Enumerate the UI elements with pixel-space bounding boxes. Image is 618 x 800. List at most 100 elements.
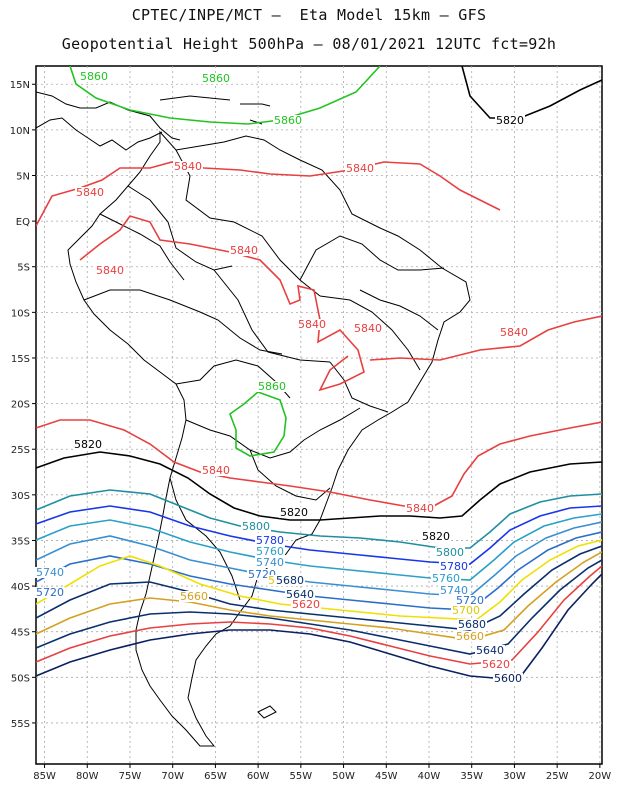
contour-label-bg (421, 531, 451, 542)
contour-label-bg (291, 599, 321, 610)
contour-label-5840: 5840 (406, 502, 434, 515)
contour-line-5720 (36, 531, 602, 611)
contour-label-bg (75, 187, 105, 198)
contour-line-5760 (36, 513, 602, 581)
contour-line-5840 (36, 161, 501, 227)
contour-label-bg (495, 115, 525, 126)
contour-label-5820: 5820 (422, 530, 450, 543)
contour-label-bg (353, 323, 383, 334)
contour-label-bg (73, 439, 103, 450)
contour-label-5680: 5680 (276, 574, 304, 587)
contour-label-5840: 5840 (76, 186, 104, 199)
lon-tick-label: 85W (33, 771, 56, 782)
lat-tick-label: 50S (11, 673, 30, 684)
contour-label-5840: 5840 (346, 162, 374, 175)
contour-label-5760: 5760 (256, 545, 284, 558)
lat-tick-label: 45S (11, 628, 30, 639)
contour-label-bg (493, 673, 523, 684)
graticule (36, 66, 602, 764)
contour-label-bg (457, 619, 487, 630)
contour-label-bg (279, 507, 309, 518)
contour-label-bg (297, 319, 327, 330)
contour-label-5840: 5840 (298, 318, 326, 331)
contour-label-5800: 5800 (242, 520, 270, 533)
lon-tick-label: 50W (332, 771, 355, 782)
lat-tick-label: 35S (11, 536, 30, 547)
contour-label-5860: 5860 (202, 72, 230, 85)
contour-label-5820: 5820 (280, 506, 308, 519)
contour-line-5860 (229, 391, 287, 457)
lat-tick-label: 5N (16, 171, 30, 182)
contour-label-5740: 5740 (36, 566, 64, 579)
contour-label-bg (241, 521, 271, 532)
contour-label-bg (431, 573, 461, 584)
contour-label-5840: 5840 (174, 160, 202, 173)
contour-label-5620: 5620 (292, 598, 320, 611)
contour-label-bg (455, 595, 485, 606)
lon-tick-label: 45W (375, 771, 398, 782)
contour-label-5840: 5840 (354, 322, 382, 335)
contour-label-bg (255, 546, 285, 557)
lon-tick-label: 80W (76, 771, 99, 782)
lon-tick-label: 30W (503, 771, 526, 782)
contour-label-5640: 5640 (286, 588, 314, 601)
contour-label-bg (439, 561, 469, 572)
contour-label-5840: 5840 (96, 264, 124, 277)
contour-label-bg (173, 161, 203, 172)
contour-label-bg (275, 575, 305, 586)
contour-label-bg (255, 535, 285, 546)
contour-label-5720: 5720 (36, 586, 64, 599)
contour-label-5840: 5840 (500, 326, 528, 339)
contour-line-5660 (36, 551, 602, 641)
contour-label-bg (95, 265, 125, 276)
lon-tick-label: 25W (546, 771, 569, 782)
contour-label-5660: 5660 (180, 590, 208, 603)
contour-label-5860: 5860 (258, 380, 286, 393)
contour-label-5820: 5820 (496, 114, 524, 127)
contour-label-bg (285, 589, 315, 600)
contour-label-bg (201, 465, 231, 476)
contour-label-bg (35, 587, 65, 598)
contour-label-5800: 5800 (436, 546, 464, 559)
contour-line-5780 (36, 505, 602, 565)
lon-tick-label: 70W (161, 771, 184, 782)
contour-label-bg (451, 605, 481, 616)
contour-label-bg (247, 569, 277, 580)
contour-label-bg (435, 547, 465, 558)
contour-line-5860 (69, 66, 381, 125)
contour-label-5840: 5840 (230, 244, 258, 257)
lat-tick-label: 5S (17, 263, 30, 274)
contour-label-5660: 5660 (456, 630, 484, 643)
contour-label-5840: 5840 (202, 464, 230, 477)
contour-label-bg (475, 645, 505, 656)
contour-line-5620 (36, 565, 602, 665)
map-title: CPTEC/INPE/MCT – Eta Model 15km – GFS (131, 6, 487, 24)
contour-label-bg (455, 631, 485, 642)
map-frame (35, 65, 603, 765)
lon-tick-label: 65W (204, 771, 227, 782)
contour-line-5640 (36, 559, 602, 655)
latitude-tick-labels: 15N 10N 5N EQ 5S 10S 15S 20S 25S 30S 35S 40S 45S 50S 5… (10, 80, 36, 730)
contour-label-bg (201, 73, 231, 84)
contour-label-5740: 5740 (256, 556, 284, 569)
lon-tick-label: 40W (418, 771, 441, 782)
contour-line-5800 (36, 489, 602, 549)
contour-label-5740: 5740 (440, 584, 468, 597)
contour-label-5820: 5820 (74, 438, 102, 451)
lat-tick-label: 30S (11, 491, 30, 502)
contour-line-5600 (36, 573, 602, 681)
contour-label-5860: 5860 (274, 114, 302, 127)
longitude-tick-labels: 85W 80W 75W 70W 65W 60W 55W 50W 45W 40W 35W 30W 25W 2… (33, 764, 611, 782)
contour-label-bg (273, 115, 303, 126)
lon-tick-label: 55W (290, 771, 313, 782)
map-subtitle: Geopotential Height 500hPa – 08/01/2021 … (61, 35, 557, 53)
contour-line-5680 (36, 545, 602, 631)
lat-tick-label: 40S (11, 582, 30, 593)
contour-label-bg (405, 503, 435, 514)
lon-tick-label: 60W (247, 771, 270, 782)
contour-label-bg (229, 245, 259, 256)
lat-tick-label: 25S (11, 445, 30, 456)
lat-tick-label: 15S (11, 354, 30, 365)
contour-line-5740 (36, 521, 602, 597)
